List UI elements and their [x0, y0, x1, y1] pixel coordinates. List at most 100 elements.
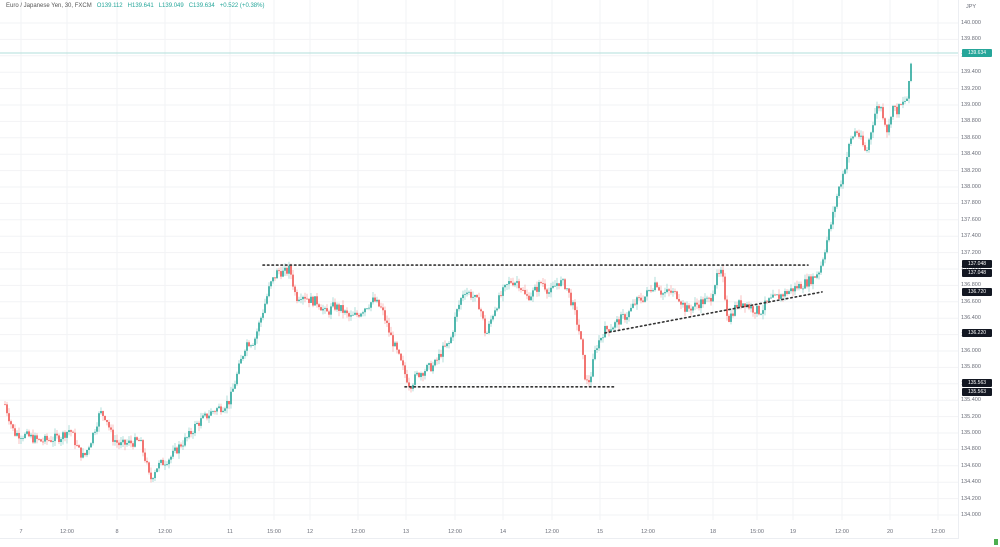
candle-body — [870, 132, 872, 140]
candle-body — [388, 322, 390, 333]
candle-body — [58, 435, 60, 443]
candle-body — [690, 308, 692, 311]
candle-body — [576, 310, 578, 325]
candle-body — [852, 136, 854, 139]
candle-body — [298, 299, 300, 302]
candle-body — [32, 434, 34, 443]
candle-body — [38, 438, 40, 440]
candle-body — [736, 305, 738, 308]
time-tick-label: 15:00 — [750, 529, 764, 535]
candle-body — [384, 310, 386, 321]
candle-body — [868, 139, 870, 151]
level-price-tag: 136.720 — [962, 287, 992, 296]
candle-body — [502, 287, 504, 296]
candle-body — [832, 211, 834, 225]
candle-body — [878, 106, 880, 109]
candle-body — [14, 428, 16, 436]
candle-body — [464, 294, 466, 295]
candle-body — [352, 314, 354, 316]
candle-body — [516, 281, 518, 283]
candle-body — [476, 294, 478, 298]
candle-body — [284, 267, 286, 271]
candle-body — [532, 290, 534, 297]
candle-body — [232, 388, 234, 392]
price-tick-label: 136.000 — [961, 348, 981, 354]
candle-body — [686, 305, 688, 312]
candle-body — [166, 464, 168, 465]
price-tick-label: 139.400 — [961, 69, 981, 76]
candle-body — [138, 439, 140, 442]
candle-body — [374, 297, 376, 302]
time-tick-label: 12:00 — [60, 529, 74, 535]
candle-body — [662, 293, 664, 295]
candle-body — [648, 289, 650, 291]
candle-body — [196, 422, 198, 424]
candle-body — [230, 391, 232, 405]
candle-body — [872, 125, 874, 133]
level-price-tag: 137.048 — [962, 260, 992, 269]
candle-body — [202, 415, 204, 419]
candle-body — [262, 312, 264, 318]
candle-body — [390, 332, 392, 336]
candle-body — [758, 305, 760, 315]
candle-body — [148, 462, 150, 473]
candle-body — [708, 297, 710, 299]
candle-body — [528, 295, 530, 301]
candle-body — [162, 459, 164, 466]
candle-body — [114, 440, 116, 442]
candle-body — [96, 426, 98, 432]
candle-body — [246, 342, 248, 351]
candle-body — [632, 303, 634, 308]
time-tick-label: 12:00 — [158, 529, 172, 535]
candle-body — [588, 380, 590, 383]
candle-body — [372, 297, 374, 303]
candle-body — [342, 305, 344, 313]
candle-body — [188, 431, 190, 438]
candle-body — [784, 291, 786, 297]
candle-body — [654, 282, 656, 291]
candle-body — [118, 442, 120, 446]
candle-body — [104, 415, 106, 421]
candle-body — [674, 291, 676, 293]
price-tick-label: 137.000 — [961, 266, 981, 272]
candle-body — [446, 343, 448, 347]
candle-body — [776, 294, 778, 296]
candle-body — [756, 305, 758, 314]
candle-body — [604, 325, 606, 338]
candle-body — [322, 308, 324, 311]
candle-body — [890, 116, 892, 125]
price-tick-label: 135.000 — [961, 430, 981, 436]
chart-pane[interactable] — [0, 0, 959, 539]
candle-body — [766, 300, 768, 302]
candle-body — [812, 276, 814, 285]
open-value: O139.112 — [96, 3, 123, 9]
candle-body — [896, 106, 898, 115]
candlestick-plot[interactable] — [0, 0, 958, 538]
candle-body — [106, 420, 108, 422]
rising-trendline — [604, 291, 823, 334]
candle-body — [240, 358, 242, 364]
candle-body — [350, 315, 352, 317]
candle-body — [596, 348, 598, 350]
candle-body — [544, 283, 546, 290]
candle-body — [792, 288, 794, 292]
candle-body — [158, 462, 160, 469]
candle-body — [816, 274, 818, 278]
candle-body — [888, 124, 890, 133]
candle-body — [288, 265, 290, 274]
candle-body — [572, 302, 574, 306]
candle-body — [128, 440, 130, 444]
candle-body — [126, 443, 128, 445]
candle-body — [894, 105, 896, 107]
candle-body — [842, 173, 844, 185]
time-tick-label: 14 — [499, 529, 507, 535]
candle-body — [280, 271, 282, 277]
current-price-tag: 139.634 — [962, 49, 992, 57]
candle-body — [834, 206, 836, 212]
candle-body — [296, 292, 298, 302]
candle-body — [682, 302, 684, 305]
candle-body — [864, 145, 866, 151]
time-tick-label: 11 — [227, 529, 233, 535]
candle-body — [424, 371, 426, 376]
candle-body — [514, 282, 516, 286]
